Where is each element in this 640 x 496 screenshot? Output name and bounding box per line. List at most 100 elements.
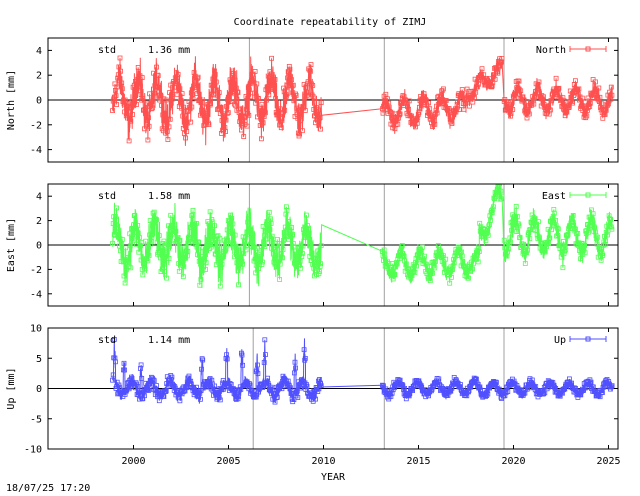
data-point — [396, 110, 402, 116]
data-point — [209, 377, 215, 383]
data-point — [264, 221, 269, 227]
data-point — [259, 262, 265, 267]
data-point — [283, 204, 289, 210]
data-point — [254, 81, 260, 87]
data-point — [181, 264, 187, 270]
data-point — [200, 357, 206, 363]
data-point — [589, 215, 595, 221]
legend-marker — [585, 336, 591, 342]
data-point — [250, 232, 256, 238]
data-point — [399, 243, 405, 248]
data-point — [245, 219, 251, 225]
data-point — [528, 227, 533, 232]
y-tick-label: 2 — [36, 71, 42, 82]
data-point — [119, 236, 125, 242]
data-point — [246, 227, 252, 233]
data-point — [278, 122, 284, 127]
data-point — [126, 258, 131, 264]
data-point — [113, 222, 119, 228]
data-point — [412, 269, 418, 275]
data-point — [438, 93, 444, 99]
data-point — [419, 249, 425, 255]
data-point — [520, 243, 525, 248]
data-point — [193, 384, 199, 390]
data-point — [455, 99, 461, 105]
legend-label: East — [542, 191, 566, 202]
data-point — [560, 265, 566, 271]
data-point — [406, 106, 412, 112]
data-point — [254, 362, 260, 368]
data-point — [250, 75, 256, 81]
data-point — [571, 93, 577, 98]
y-tick-label: 10 — [30, 324, 42, 335]
data-point — [172, 80, 178, 86]
data-point — [291, 370, 297, 376]
data-point — [584, 113, 590, 119]
data-point — [211, 386, 217, 392]
data-point — [309, 250, 315, 256]
data-point — [289, 225, 295, 230]
data-point — [466, 103, 472, 109]
data-point — [180, 274, 186, 280]
data-point — [119, 80, 125, 86]
data-point — [386, 104, 392, 110]
data-point — [300, 243, 306, 249]
data-point — [279, 386, 285, 392]
data-point — [163, 388, 169, 394]
data-point — [258, 252, 264, 258]
y-tick-label: 4 — [36, 192, 42, 203]
data-point — [262, 109, 268, 115]
data-point — [419, 244, 425, 250]
data-point — [247, 226, 253, 232]
data-point — [175, 72, 181, 77]
data-point — [256, 262, 262, 268]
data-point — [146, 115, 151, 121]
data-point — [156, 233, 162, 239]
data-point — [595, 234, 601, 240]
y-tick-label: -4 — [30, 145, 42, 156]
data-point — [600, 253, 606, 258]
data-point — [162, 268, 167, 274]
data-point — [127, 384, 133, 390]
data-point — [582, 250, 588, 256]
data-point — [499, 194, 505, 200]
y-tick-label: -2 — [30, 120, 42, 131]
data-point — [203, 260, 209, 266]
data-point — [183, 384, 189, 390]
data-point — [479, 66, 485, 72]
y-axis-label: North [mm] — [6, 70, 17, 130]
data-point — [466, 275, 471, 281]
data-point — [261, 240, 267, 246]
data-point — [313, 120, 318, 126]
data-point — [513, 203, 519, 209]
data-point — [193, 85, 199, 90]
data-point — [512, 214, 517, 220]
x-tick-label: 2010 — [311, 456, 335, 467]
data-point — [164, 249, 170, 255]
data-point — [306, 233, 312, 238]
data-point — [605, 103, 610, 108]
data-point — [149, 234, 155, 240]
data-point — [389, 390, 395, 396]
data-point — [475, 259, 481, 265]
data-point — [591, 224, 597, 230]
data-point — [279, 116, 285, 122]
data-point — [224, 236, 230, 242]
data-point — [474, 84, 480, 90]
data-point — [405, 266, 411, 272]
data-point — [476, 245, 482, 251]
data-point — [227, 221, 233, 227]
data-point — [537, 235, 542, 241]
data-point — [570, 219, 575, 225]
data-point — [485, 232, 491, 238]
data-point — [128, 265, 134, 271]
data-point — [178, 253, 184, 259]
data-point — [115, 229, 121, 235]
data-point — [212, 68, 218, 74]
data-point — [225, 237, 231, 243]
data-point — [294, 263, 300, 269]
data-point — [548, 107, 553, 113]
data-point — [563, 247, 569, 253]
data-point — [239, 121, 245, 126]
data-point — [228, 212, 234, 218]
